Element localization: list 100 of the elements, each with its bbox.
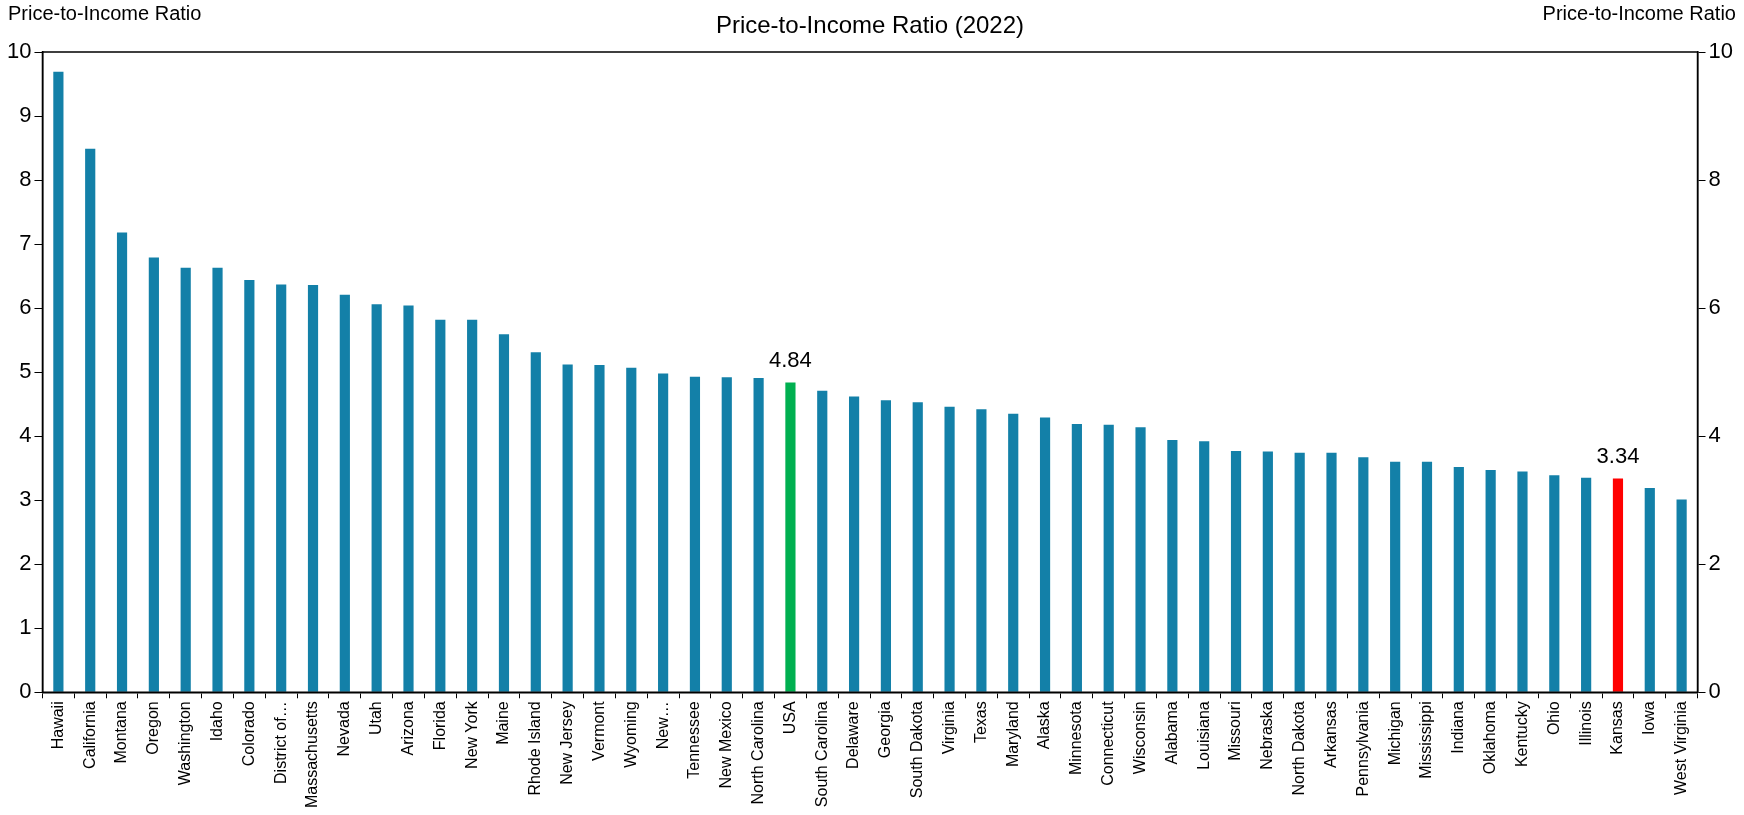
x-tick-label: Indiana	[1449, 701, 1467, 754]
bar	[85, 148, 96, 692]
bar	[339, 294, 350, 692]
x-tick-label: Massachusetts	[303, 701, 321, 809]
bar	[244, 279, 255, 692]
bar	[1039, 417, 1051, 692]
x-tick-label: Connecticut	[1099, 700, 1117, 786]
y2-tick-label: 6	[1708, 294, 1721, 320]
y2-tick-label: 2	[1708, 550, 1721, 576]
x-tick-label: Oklahoma	[1481, 701, 1499, 775]
y2-axis-title: Price-to-Income Ratio	[1542, 1, 1736, 24]
y-tick-label: 1	[19, 614, 32, 640]
bar	[1390, 461, 1401, 692]
bar	[180, 267, 191, 692]
y-tick-label: 5	[19, 358, 32, 384]
x-tick-label: Nebraska	[1258, 701, 1276, 770]
bar	[721, 377, 732, 692]
bar	[1230, 450, 1242, 692]
bar	[1167, 440, 1178, 692]
y-tick-label: 3	[19, 486, 32, 512]
bar	[467, 319, 478, 692]
x-tick-label: Iowa	[1640, 701, 1658, 736]
bar	[1262, 451, 1273, 692]
bar	[1644, 488, 1655, 692]
x-tick-label: Wisconsin	[1130, 701, 1148, 775]
bar	[1135, 427, 1146, 692]
y2-tick-label: 8	[1708, 166, 1721, 192]
x-tick-label: Rhode Island	[526, 701, 544, 796]
bar	[116, 232, 128, 692]
x-tick-label: District of…	[271, 701, 289, 784]
bar	[435, 319, 446, 692]
y-tick-label: 9	[19, 102, 32, 128]
y-tick-label: 10	[6, 38, 32, 64]
y-tick-label: 7	[19, 230, 32, 256]
x-tick-label: South Carolina	[812, 701, 830, 808]
bar	[944, 406, 955, 692]
bar	[626, 367, 637, 692]
bar	[689, 376, 701, 692]
y-tick-label: 0	[19, 678, 32, 704]
bar	[530, 352, 541, 692]
bar	[1612, 478, 1624, 692]
bar	[1517, 471, 1528, 692]
bar	[53, 71, 64, 692]
bar	[403, 305, 414, 692]
bar	[1326, 452, 1337, 692]
x-tick-label: USA	[780, 700, 798, 735]
x-tick-label: California	[80, 701, 98, 769]
x-tick-label: New…	[653, 701, 671, 750]
bar	[880, 400, 892, 692]
y-tick-label: 6	[19, 294, 32, 320]
x-tick-label: North Dakota	[1290, 701, 1308, 796]
x-tick-label: Idaho	[207, 701, 225, 742]
x-tick-label: Delaware	[844, 701, 862, 769]
bar	[1485, 470, 1496, 692]
bar	[562, 364, 573, 692]
x-tick-label: Colorado	[239, 701, 257, 767]
x-tick-label: Kentucky	[1512, 701, 1530, 768]
x-tick-label: Louisiana	[1194, 701, 1212, 770]
y-tick-label: 2	[19, 550, 32, 576]
x-tick-label: Georgia	[876, 701, 894, 759]
bar	[371, 304, 382, 692]
x-tick-label: Utah	[367, 701, 385, 736]
x-tick-label: New Mexico	[717, 701, 735, 789]
bar	[276, 284, 287, 692]
x-tick-label: Ohio	[1544, 701, 1562, 736]
bar	[307, 285, 319, 692]
x-tick-label: New York	[462, 700, 480, 769]
bar	[785, 382, 796, 692]
x-tick-label: Maine	[494, 701, 512, 745]
bar	[1676, 499, 1687, 692]
bar	[658, 373, 669, 692]
x-tick-label: Florida	[430, 701, 448, 751]
y-axis-title: Price-to-Income Ratio	[8, 1, 202, 24]
bar	[1008, 413, 1019, 692]
bar	[1581, 477, 1592, 692]
x-tick-label: South Dakota	[908, 701, 926, 799]
x-tick-label: Oregon	[144, 701, 162, 755]
bar	[1453, 466, 1464, 692]
x-tick-label: New Jersey	[558, 701, 576, 785]
x-tick-label: Wyoming	[621, 701, 639, 768]
bar	[1421, 461, 1433, 692]
bar	[848, 396, 860, 692]
bar	[1294, 452, 1305, 692]
x-tick-label: North Carolina	[749, 701, 767, 805]
x-tick-label: Michigan	[1385, 701, 1403, 766]
bar	[1358, 457, 1369, 692]
bar	[1071, 424, 1082, 692]
x-tick-label: Nevada	[335, 701, 353, 757]
y-tick-label: 8	[19, 166, 32, 192]
x-tick-label: Arizona	[398, 701, 416, 756]
bar	[1549, 475, 1560, 692]
x-tick-label: Tennessee	[685, 701, 703, 779]
chart-title: Price-to-Income Ratio (2022)	[715, 10, 1025, 38]
bar	[912, 402, 923, 692]
x-tick-label: Montana	[112, 701, 130, 764]
y2-tick-label: 4	[1708, 422, 1721, 448]
x-tick-label: Arkansas	[1321, 701, 1339, 768]
x-tick-label: Virginia	[939, 701, 957, 755]
bar	[498, 334, 510, 692]
y-tick-label: 4	[19, 422, 32, 448]
